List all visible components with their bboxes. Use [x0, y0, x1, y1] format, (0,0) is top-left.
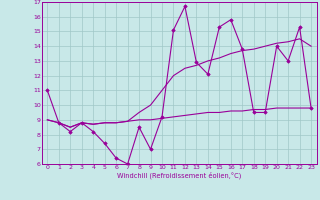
X-axis label: Windchill (Refroidissement éolien,°C): Windchill (Refroidissement éolien,°C) — [117, 171, 241, 179]
